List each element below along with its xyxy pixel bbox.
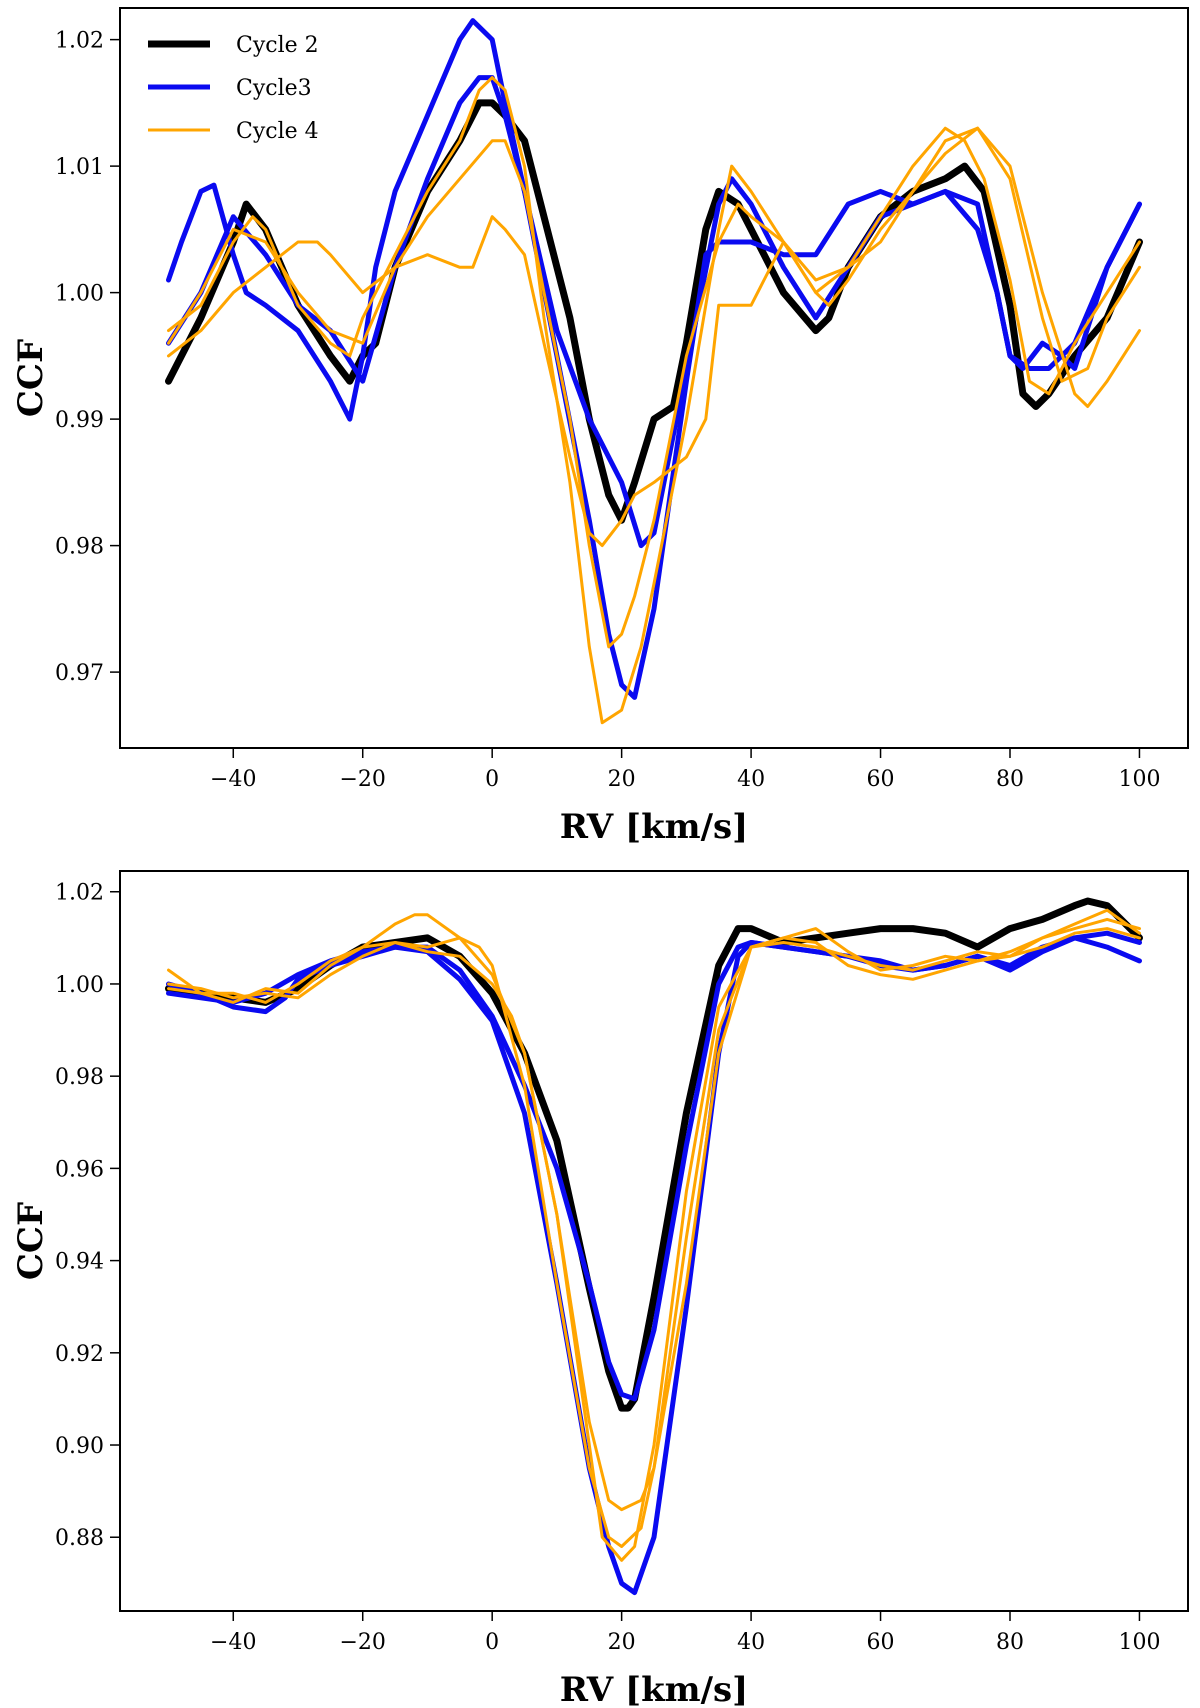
plot-frame xyxy=(119,870,1189,1612)
top-panel: −40 −20 0 20 40 60 80 100 0.97 0.98 0.99 1.00 1.01 1.… xyxy=(11,7,1189,847)
y-tick-label: 1.00 xyxy=(55,973,104,998)
y-tick-label: 0.98 xyxy=(55,535,104,560)
x-tick-label: 40 xyxy=(737,767,765,792)
legend-label-cycle4: Cycle 4 xyxy=(236,119,319,144)
y-tick-label: 0.90 xyxy=(55,1434,104,1459)
legend-label-cycle2: Cycle 2 xyxy=(236,33,319,58)
x-tick-label: 80 xyxy=(996,1630,1024,1655)
y-tick-label: 0.96 xyxy=(55,1157,104,1182)
x-tick-label: −40 xyxy=(210,767,256,792)
x-tick-label: 40 xyxy=(737,1630,765,1655)
series-line-cycle3-1 xyxy=(166,930,1142,1596)
x-tick-label: −40 xyxy=(210,1630,256,1655)
series-group xyxy=(165,18,1143,725)
x-tick-label: 80 xyxy=(996,767,1024,792)
x-tick-label: 100 xyxy=(1118,767,1160,792)
x-axis-label: RV [km/s] xyxy=(560,1670,749,1708)
series-line-cycle4-3 xyxy=(167,76,1141,725)
x-axis-label: RV [km/s] xyxy=(560,807,749,847)
x-tick-label: 0 xyxy=(485,1630,499,1655)
y-tick-label: 1.02 xyxy=(55,29,104,54)
y-tick-label: 0.94 xyxy=(55,1250,104,1275)
y-tick-label: 0.99 xyxy=(55,408,104,433)
y-tick-label: 0.97 xyxy=(55,661,104,686)
series-line-cycle4-4 xyxy=(167,917,1141,1548)
series-line-cycle4-4 xyxy=(167,126,1141,649)
y-axis-label: CCF xyxy=(11,1202,51,1280)
y-tick-label: 1.00 xyxy=(55,282,104,307)
x-tick-label: 100 xyxy=(1118,1630,1160,1655)
x-tick-label: −20 xyxy=(340,767,386,792)
x-tick-label: 0 xyxy=(485,767,499,792)
y-axis-label: CCF xyxy=(11,339,51,417)
series-line-cycle3-2 xyxy=(166,935,1142,1402)
legend-label-cycle3: Cycle3 xyxy=(236,76,312,101)
y-tick-label: 0.98 xyxy=(55,1065,104,1090)
x-tick-label: 60 xyxy=(867,1630,895,1655)
series-line-cycle4-3 xyxy=(167,908,1141,1562)
y-tick-label: 0.88 xyxy=(55,1526,104,1551)
series-line-cycle3-2 xyxy=(166,75,1142,549)
series-line-cycle4-5 xyxy=(167,927,1141,1512)
x-tick-label: 20 xyxy=(608,1630,636,1655)
series-line-cycle4-5 xyxy=(167,126,1141,548)
x-tick-label: −20 xyxy=(340,1630,386,1655)
y-tick-label: 0.92 xyxy=(55,1342,104,1367)
x-tick-label: 20 xyxy=(608,767,636,792)
legend: Cycle 2 Cycle3 Cycle 4 xyxy=(148,33,319,144)
y-tick-label: 1.02 xyxy=(55,881,104,906)
bottom-panel: −40 −20 0 20 40 60 80 100 0.88 0.90 0.92 0.94 0.96 0.… xyxy=(11,870,1189,1708)
y-tick-label: 1.01 xyxy=(55,155,104,180)
plot-frame xyxy=(119,7,1189,749)
series-group xyxy=(165,897,1143,1596)
x-tick-label: 60 xyxy=(867,767,895,792)
